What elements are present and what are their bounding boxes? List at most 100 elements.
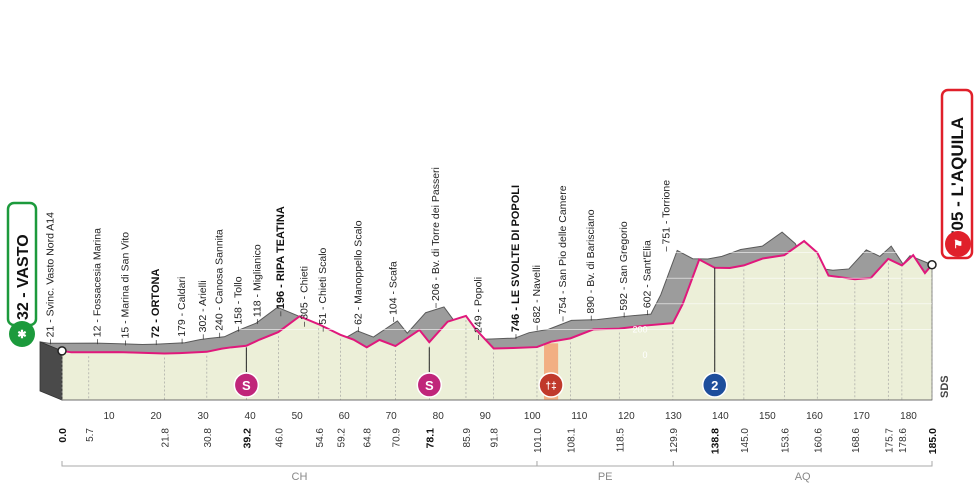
km-tick-label: 120 — [618, 411, 635, 422]
waypoint-label: 51 - Chieti Scalo — [317, 247, 329, 324]
road-line — [61, 239, 933, 355]
sprint-symbol: S — [425, 378, 434, 393]
sprint-symbol: S — [242, 378, 251, 393]
km-tick-label: 70 — [386, 411, 398, 422]
km-tick-label: 130 — [665, 411, 682, 422]
km-tick-label: 50 — [292, 411, 304, 422]
waypoint-label: 72 - ORTONA — [150, 269, 162, 339]
waypoint-label: 62 - Manoppello Scalo — [352, 220, 364, 325]
km-marker-label: 0.0 — [57, 428, 69, 443]
km-marker-label: 5.7 — [85, 428, 96, 442]
waypoint-label: 104 - Scafa — [388, 261, 400, 315]
km-marker-label: 30.8 — [203, 428, 214, 448]
finish-badge — [940, 88, 974, 260]
region-bracket — [61, 461, 538, 467]
km-tick-label: 20 — [150, 411, 162, 422]
km-tick-label: 90 — [480, 411, 492, 422]
km-marker-label: 185.0 — [927, 428, 939, 454]
km-tick-label: 40 — [245, 411, 257, 422]
waypoint-label: 249 - Popoli — [472, 277, 484, 333]
km-tick-label: 150 — [759, 411, 776, 422]
sds-logo: SDS — [939, 375, 951, 398]
km-marker-label: 39.2 — [241, 428, 253, 449]
sprint-icon — [416, 372, 443, 398]
km-marker-label: 78.1 — [424, 428, 436, 449]
finish-icon — [945, 231, 971, 257]
km-marker-label: 145.0 — [740, 428, 751, 453]
km-marker-label: 175.7 — [884, 428, 895, 453]
badges-layer: 32 - VASTO ✱ 705 - L'AQUILA⚑ S S †‡ 2 SDS — [6, 88, 974, 398]
km-tick-label: 60 — [339, 411, 351, 422]
waypoint-label: 682 - Navelli — [531, 265, 543, 323]
region-label: PE — [598, 471, 613, 483]
start-bike-icon — [9, 321, 35, 347]
waypoint-label: 754 - San Pio delle Camere — [557, 185, 569, 314]
km-marker-label: 59.2 — [336, 428, 347, 448]
km-tick-label: 100 — [524, 411, 541, 422]
finish-label: 705 - L'AQUILA — [948, 117, 967, 240]
waypoint-label: 890 - Bv. di Barisciano — [585, 209, 597, 313]
altitude-tick-label: 0 — [642, 350, 647, 360]
km-marker-label: 138.8 — [710, 428, 722, 454]
km-marker-label: 85.9 — [462, 428, 473, 448]
waypoint-label: 158 - Tollo — [233, 276, 245, 324]
km-marker-label: 91.8 — [490, 428, 501, 448]
kom-symbol: 2 — [711, 378, 718, 393]
km-marker-label: 108.1 — [566, 428, 577, 453]
km-marker-label: 70.9 — [391, 428, 402, 448]
km-tick-label: 160 — [806, 411, 823, 422]
waypoint-label: 21 - Svinc. Vasto Nord A14 — [44, 212, 56, 337]
km-marker-label: 21.8 — [161, 428, 172, 448]
km-tick-label: 140 — [712, 411, 729, 422]
km-tick-label: 110 — [571, 411, 587, 422]
start-bike-glyph: ✱ — [17, 329, 26, 341]
sprint-icon — [233, 372, 260, 398]
region-bracket — [536, 461, 674, 467]
waypoint-label: 751 - Torrione — [660, 180, 672, 245]
region-bracket — [672, 461, 933, 467]
start-label: 32 - VASTO — [15, 234, 32, 320]
labels-layer: 10 20 30 40 50 60 70 80 90 100 110 120 130 140 150 160 1… — [44, 167, 939, 483]
waypoint-label: 12 - Fossacesia Marina — [91, 228, 103, 337]
km-marker-label: 54.6 — [315, 428, 326, 448]
waypoint-label: 302 - Arielli — [197, 280, 209, 332]
km-marker-label: 160.6 — [813, 428, 824, 453]
km-marker-label: 46.0 — [274, 428, 285, 448]
km-tick-label: 10 — [103, 411, 115, 422]
waypoint-label: 602 - Sant'Elia — [642, 240, 654, 308]
waypoint-label: 179 - Caldari — [176, 277, 188, 337]
km-marker-label: 118.5 — [615, 428, 626, 453]
feed-zone-icon — [538, 372, 564, 398]
km-marker-label: 178.6 — [898, 428, 909, 453]
finish-glyph: ⚑ — [953, 239, 963, 251]
km-marker-label: 153.6 — [780, 428, 791, 453]
km-marker-label: 64.8 — [363, 428, 374, 448]
waypoint-label: 15 - Marina di San Vito — [120, 232, 132, 339]
km-tick-label: 180 — [900, 411, 917, 422]
waypoint-label: 592 - San Gregorio — [618, 221, 630, 310]
feed-zone-glyph: †‡ — [546, 381, 557, 392]
altitude-tick-label: 400 — [632, 299, 647, 309]
kom-icon — [701, 372, 728, 398]
altitude-tick-label: 600 — [632, 273, 647, 283]
altitude-tick-label: 200 — [632, 324, 647, 334]
finish-dot — [927, 260, 937, 270]
km-marker-label: 101.0 — [533, 428, 544, 453]
start-dot — [57, 346, 67, 356]
region-label: CH — [292, 471, 308, 483]
km-tick-label: 30 — [198, 411, 210, 422]
km-marker-label: 129.9 — [669, 428, 680, 453]
profile-front-face — [61, 240, 933, 401]
waypoint-label: 305 - Chieti — [298, 266, 310, 320]
km-marker-label: 168.6 — [851, 428, 862, 453]
altitude-tick-label: 800 — [632, 248, 647, 258]
profile-layer — [39, 231, 933, 401]
waypoint-label: 196 - RIPA TEATINA — [275, 206, 287, 309]
waypoint-label: 240 - Canosa Sannita — [214, 229, 226, 331]
waypoint-label: 746 - LE SVOLTE DI POPOLI — [510, 185, 522, 332]
km-tick-label: 170 — [853, 411, 870, 422]
region-label: AQ — [795, 471, 811, 483]
km-tick-label: 80 — [433, 411, 445, 422]
